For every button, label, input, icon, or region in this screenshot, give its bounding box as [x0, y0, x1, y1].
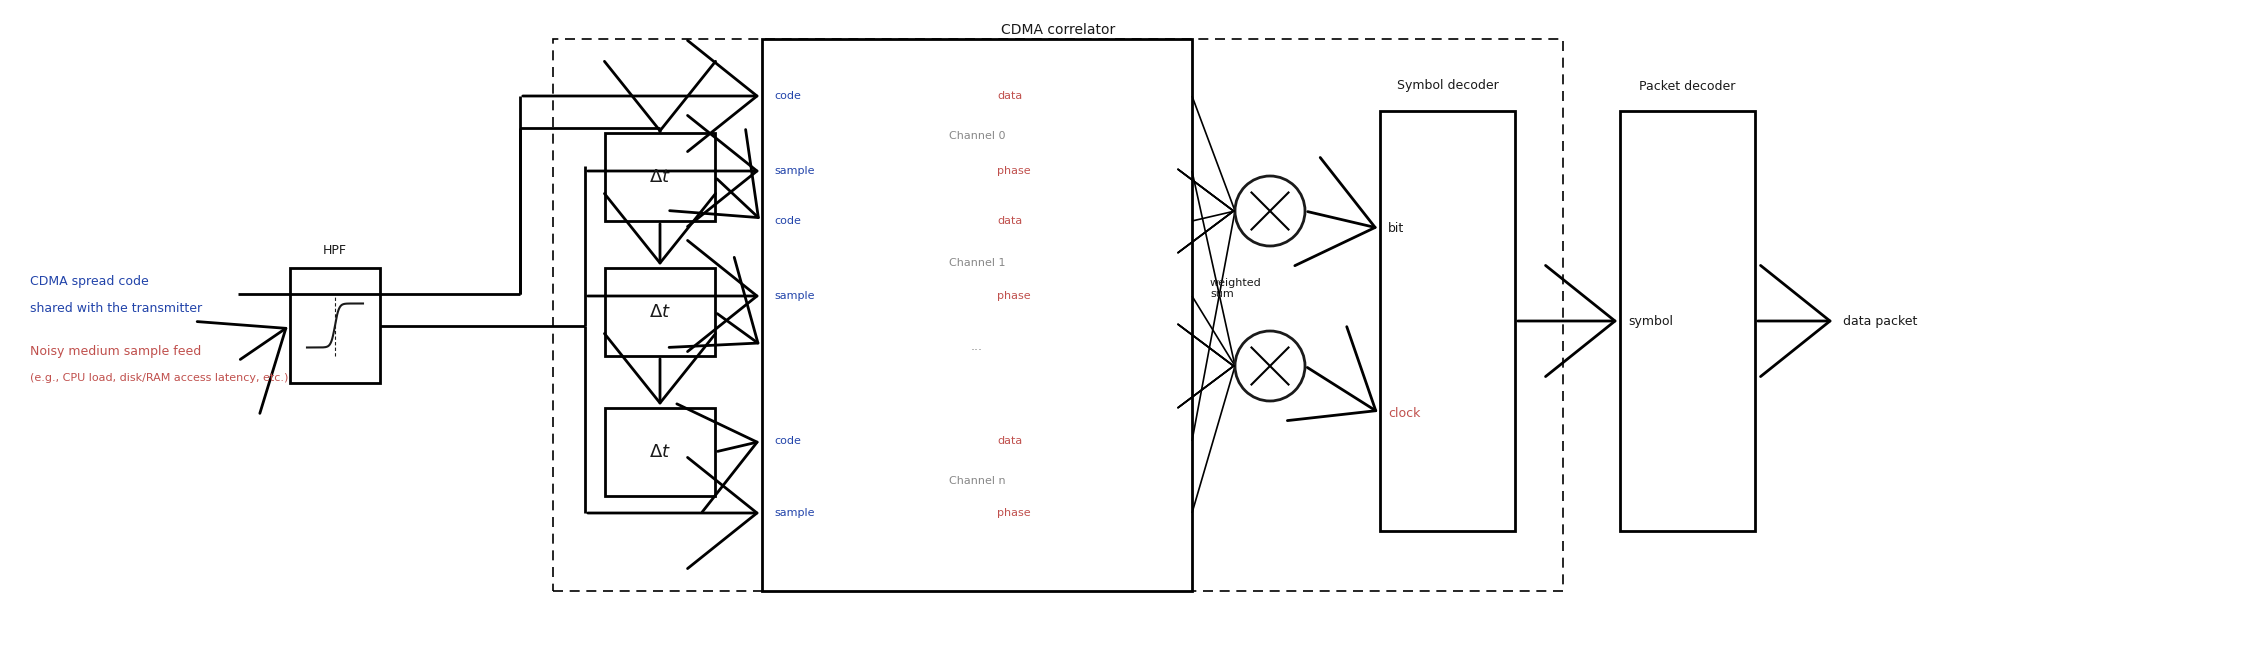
Bar	[553, 39, 1563, 591]
Text: phase: phase	[997, 508, 1031, 518]
Text: Packet decoder: Packet decoder	[1640, 79, 1735, 92]
Text: Noisy medium sample feed: Noisy medium sample feed	[29, 344, 202, 357]
Text: data: data	[997, 436, 1022, 446]
Text: code: code	[775, 436, 802, 446]
Text: sample: sample	[775, 291, 815, 301]
Text: ...: ...	[972, 340, 983, 352]
Text: phase: phase	[997, 166, 1031, 176]
Text: code: code	[775, 216, 802, 226]
Bar	[605, 268, 716, 356]
Text: phase: phase	[997, 291, 1031, 301]
Bar	[605, 133, 716, 221]
Text: CDMA spread code: CDMA spread code	[29, 275, 149, 288]
Text: clock: clock	[1388, 407, 1420, 420]
Bar	[1619, 111, 1755, 531]
Text: Channel 0: Channel 0	[949, 131, 1006, 141]
Text: $\Delta t$: $\Delta t$	[650, 443, 670, 461]
Text: symbol: symbol	[1629, 314, 1674, 327]
Text: data: data	[997, 91, 1022, 101]
Text: Channel n: Channel n	[949, 476, 1006, 486]
Text: $\Delta t$: $\Delta t$	[650, 303, 670, 321]
Text: (e.g., CPU load, disk/RAM access latency, etc.): (e.g., CPU load, disk/RAM access latency…	[29, 373, 288, 383]
Bar	[605, 408, 716, 496]
Text: Symbol decoder: Symbol decoder	[1398, 79, 1499, 92]
Bar	[761, 39, 1191, 591]
Text: code: code	[775, 91, 802, 101]
Text: data: data	[997, 216, 1022, 226]
Text: shared with the transmitter: shared with the transmitter	[29, 301, 202, 314]
Bar	[290, 268, 381, 383]
Text: sample: sample	[775, 508, 815, 518]
Text: bit: bit	[1388, 222, 1404, 235]
Text: $\Delta t$: $\Delta t$	[650, 168, 670, 186]
Text: Channel 1: Channel 1	[949, 258, 1006, 268]
Text: sample: sample	[775, 166, 815, 176]
Text: CDMA correlator: CDMA correlator	[1001, 23, 1114, 37]
Bar	[1379, 111, 1515, 531]
Text: data packet: data packet	[1844, 314, 1918, 327]
Text: weighted
sum: weighted sum	[1210, 278, 1262, 299]
Text: HPF: HPF	[324, 243, 347, 256]
